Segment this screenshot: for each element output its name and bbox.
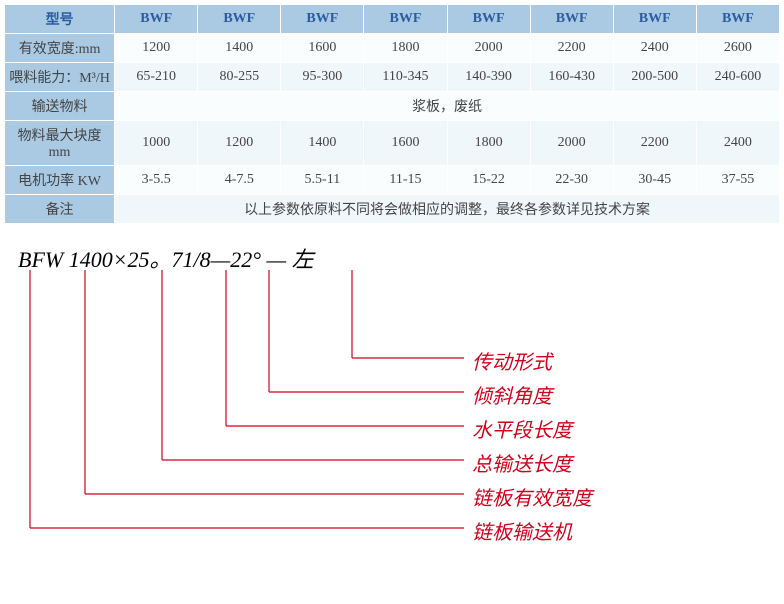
row-label: 喂料能力：M³/H [5,63,115,92]
row-cell: 30-45 [613,166,696,195]
header-col: BWF [198,5,281,34]
row-cell: 4-7.5 [198,166,281,195]
header-label: 型号 [5,5,115,34]
row-cell: 1000 [115,121,198,166]
callout-label: 水平段长度 [472,414,572,443]
row-cell: 2400 [613,34,696,63]
spec-table: 型号 BWF BWF BWF BWF BWF BWF BWF BWF 有效宽度:… [4,4,780,224]
row-cell: 80-255 [198,63,281,92]
row-label: 备注 [5,195,115,224]
row-cell: 1400 [198,34,281,63]
row-cell: 11-15 [364,166,447,195]
table-row: 电机功率 KW 3-5.5 4-7.5 5.5-11 11-15 15-22 2… [5,166,780,195]
row-span-cell: 浆板，废纸 [115,92,780,121]
header-col: BWF [613,5,696,34]
row-cell: 140-390 [447,63,530,92]
row-cell: 22-30 [530,166,613,195]
row-cell: 1200 [198,121,281,166]
row-cell: 37-55 [696,166,779,195]
row-cell: 1800 [447,121,530,166]
row-span-cell: 以上参数依原料不同将会做相应的调整，最终各参数详见技术方案 [115,195,780,224]
row-cell: 160-430 [530,63,613,92]
model-code-diagram: BFW 1400×25。71/8—22° — 左 链板输送机链板有效宽度总输送长… [4,242,780,562]
row-cell: 2000 [447,34,530,63]
row-cell: 15-22 [447,166,530,195]
table-row: 喂料能力：M³/H 65-210 80-255 95-300 110-345 1… [5,63,780,92]
table-row: 输送物料 浆板，废纸 [5,92,780,121]
callout-label: 总输送长度 [472,448,572,477]
row-cell: 1600 [364,121,447,166]
row-cell: 2400 [696,121,779,166]
callout-label: 倾斜角度 [472,380,552,409]
row-cell: 1800 [364,34,447,63]
row-cell: 200-500 [613,63,696,92]
row-cell: 240-600 [696,63,779,92]
row-cell: 2000 [530,121,613,166]
header-col: BWF [364,5,447,34]
header-col: BWF [696,5,779,34]
row-label: 有效宽度:mm [5,34,115,63]
callout-lines [4,242,780,562]
table-row: 有效宽度:mm 1200 1400 1600 1800 2000 2200 24… [5,34,780,63]
table-row: 物料最大块度mm 1000 1200 1400 1600 1800 2000 2… [5,121,780,166]
row-cell: 65-210 [115,63,198,92]
header-col: BWF [281,5,364,34]
callout-label: 链板输送机 [472,516,572,545]
row-cell: 2200 [530,34,613,63]
row-label: 电机功率 KW [5,166,115,195]
table-header-row: 型号 BWF BWF BWF BWF BWF BWF BWF BWF [5,5,780,34]
row-cell: 110-345 [364,63,447,92]
row-cell: 95-300 [281,63,364,92]
row-cell: 3-5.5 [115,166,198,195]
table-row: 备注 以上参数依原料不同将会做相应的调整，最终各参数详见技术方案 [5,195,780,224]
row-label: 输送物料 [5,92,115,121]
row-cell: 2600 [696,34,779,63]
header-col: BWF [447,5,530,34]
row-cell: 5.5-11 [281,166,364,195]
header-col: BWF [530,5,613,34]
callout-label: 链板有效宽度 [472,482,592,511]
row-cell: 1400 [281,121,364,166]
row-label: 物料最大块度mm [5,121,115,166]
row-cell: 1200 [115,34,198,63]
header-col: BWF [115,5,198,34]
row-cell: 2200 [613,121,696,166]
callout-label: 传动形式 [472,346,552,375]
row-cell: 1600 [281,34,364,63]
